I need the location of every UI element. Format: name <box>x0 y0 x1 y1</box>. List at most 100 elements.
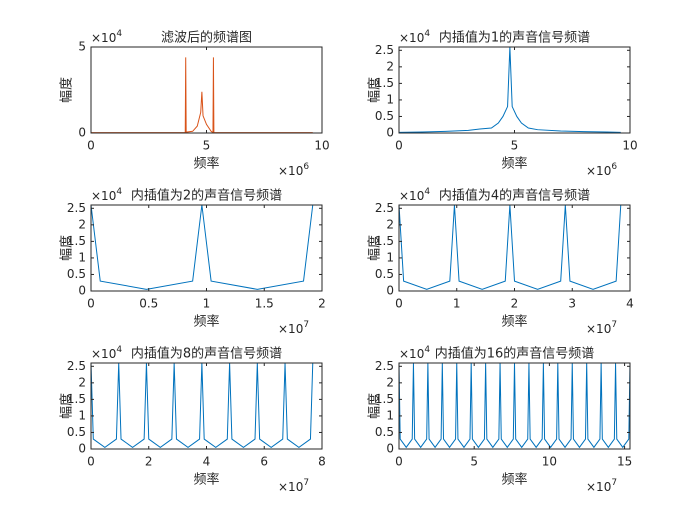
x-multiplier-exponent: 6 <box>303 162 309 172</box>
y-tick-label: 2.5 <box>67 201 86 215</box>
chart-title: 内插值为8的声音信号频谱 <box>131 346 282 362</box>
x-tick-label: 2 <box>511 297 519 311</box>
y-tick-label: 2 <box>386 375 394 389</box>
y-tick-label: 1 <box>78 250 86 264</box>
x-multiplier-exponent: 7 <box>303 320 309 330</box>
y-multiplier-base: ×10 <box>399 31 424 45</box>
spectrum-line <box>90 362 314 448</box>
y-multiplier-base: ×10 <box>399 347 424 361</box>
y-multiplier: ×104 <box>91 29 122 45</box>
y-tick-label: 1.5 <box>67 234 86 248</box>
x-tick-label: 6 <box>260 455 268 469</box>
y-tick-label: 1.5 <box>375 76 394 90</box>
x-multiplier-base: ×10 <box>586 164 611 178</box>
x-tick-label: 0 <box>395 297 403 311</box>
x-multiplier: ×107 <box>586 478 617 494</box>
x-axis-label: 频率 <box>501 156 527 172</box>
chart-title: 滤波后的频谱图 <box>161 30 252 46</box>
x-multiplier-base: ×10 <box>586 480 611 494</box>
x-tick-label: 0 <box>87 455 95 469</box>
x-tick-label: 10 <box>542 455 557 469</box>
y-tick-label: 2 <box>78 375 86 389</box>
y-multiplier-exponent: 4 <box>116 345 122 355</box>
y-axis-label: 幅度 <box>59 393 75 419</box>
y-multiplier-exponent: 4 <box>424 345 430 355</box>
spectrum-line <box>91 57 313 134</box>
x-tick-label: 2 <box>145 455 153 469</box>
x-tick-label: 0 <box>87 297 95 311</box>
y-tick-label: 0 <box>386 442 394 456</box>
y-tick-label: 0.5 <box>67 425 86 439</box>
y-tick-label: 5 <box>78 40 86 54</box>
x-multiplier: ×107 <box>278 320 309 336</box>
y-tick-label: 2 <box>78 217 86 231</box>
y-tick-label: 1.5 <box>375 234 394 248</box>
x-tick-label: 0 <box>395 139 403 153</box>
y-axis-label: 幅度 <box>367 393 383 419</box>
y-axis-label: 幅度 <box>367 235 383 261</box>
y-multiplier: ×104 <box>399 187 430 203</box>
x-multiplier: ×107 <box>278 478 309 494</box>
y-tick-label: 0 <box>78 126 86 140</box>
y-tick-label: 0.5 <box>375 267 394 281</box>
y-multiplier-base: ×10 <box>91 31 116 45</box>
y-tick-label: 0.5 <box>375 425 394 439</box>
y-multiplier-exponent: 4 <box>424 187 430 197</box>
x-multiplier: ×106 <box>586 162 617 178</box>
x-tick-label: 1 <box>453 297 461 311</box>
x-multiplier-exponent: 7 <box>611 478 617 488</box>
y-multiplier: ×104 <box>399 29 430 45</box>
x-axis-label: 频率 <box>193 156 219 172</box>
chart-title: 内插值为4的声音信号频谱 <box>439 188 590 204</box>
spectrum-line <box>398 362 631 449</box>
y-tick-label: 1 <box>386 250 394 264</box>
y-axis-label: 幅度 <box>367 77 383 103</box>
chart-title: 内插值为16的声音信号频谱 <box>435 346 595 362</box>
chart-title: 内插值为2的声音信号频谱 <box>131 188 282 204</box>
x-tick-label: 1 <box>203 297 211 311</box>
spectrum-line <box>398 204 622 290</box>
y-tick-label: 0 <box>386 284 394 298</box>
chart-title: 内插值为1的声音信号频谱 <box>439 30 590 46</box>
x-axis-label: 频率 <box>501 472 527 488</box>
axes-box <box>398 46 631 134</box>
x-axis-label: 频率 <box>193 314 219 330</box>
x-tick-label: 3 <box>568 297 576 311</box>
x-multiplier-exponent: 6 <box>611 162 617 172</box>
y-tick-label: 0.5 <box>67 267 86 281</box>
x-tick-label: 0 <box>87 139 95 153</box>
y-tick-label: 0 <box>386 126 394 140</box>
axes-box <box>90 46 323 134</box>
y-tick-label: 0 <box>78 284 86 298</box>
y-tick-label: 2.5 <box>375 201 394 215</box>
y-tick-label: 2.5 <box>67 359 86 373</box>
x-tick-label: 10 <box>314 139 329 153</box>
y-multiplier: ×104 <box>399 345 430 361</box>
y-multiplier: ×104 <box>91 345 122 361</box>
y-tick-label: 1 <box>386 408 394 422</box>
y-tick-label: 1.5 <box>67 392 86 406</box>
y-multiplier: ×104 <box>91 187 122 203</box>
y-multiplier-exponent: 4 <box>116 187 122 197</box>
y-multiplier-exponent: 4 <box>424 29 430 39</box>
axes-box <box>398 362 631 450</box>
y-tick-label: 1 <box>386 92 394 106</box>
x-tick-label: 5 <box>511 139 519 153</box>
axes-box <box>90 204 323 292</box>
x-multiplier-exponent: 7 <box>611 320 617 330</box>
y-tick-label: 1 <box>78 408 86 422</box>
x-axis-label: 频率 <box>501 314 527 330</box>
x-tick-label: 5 <box>470 455 478 469</box>
x-multiplier-base: ×10 <box>586 322 611 336</box>
y-tick-label: 2 <box>386 217 394 231</box>
x-multiplier-exponent: 7 <box>303 478 309 488</box>
x-tick-label: 1.5 <box>255 297 274 311</box>
y-multiplier-base: ×10 <box>399 189 424 203</box>
y-tick-label: 2.5 <box>375 43 394 57</box>
y-tick-label: 2 <box>386 59 394 73</box>
x-multiplier-base: ×10 <box>278 164 303 178</box>
x-tick-label: 4 <box>626 297 634 311</box>
y-tick-label: 2.5 <box>375 359 394 373</box>
spectrum-line <box>90 204 314 290</box>
